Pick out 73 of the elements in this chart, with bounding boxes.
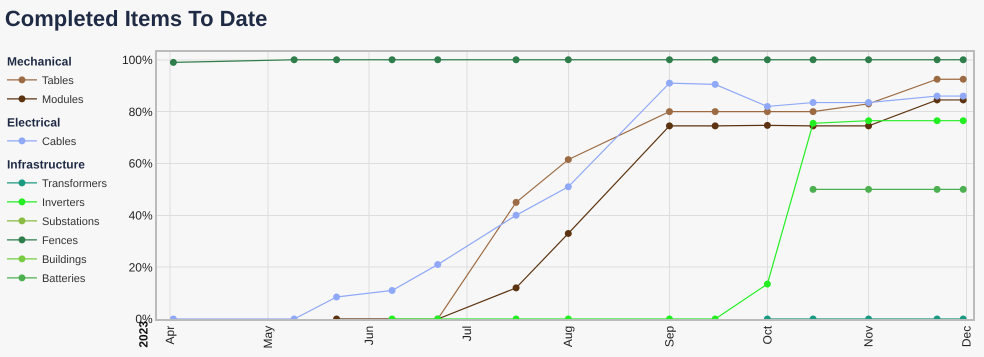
point	[960, 186, 967, 193]
point	[810, 186, 817, 193]
point	[960, 117, 967, 124]
point	[934, 92, 941, 100]
text: Infrastructure	[6, 158, 86, 172]
point	[960, 76, 967, 83]
y-tick-label: 40%	[128, 208, 153, 223]
point	[934, 76, 941, 83]
point	[564, 156, 572, 164]
point	[960, 56, 967, 64]
point	[810, 120, 817, 127]
point	[388, 56, 396, 64]
point	[960, 92, 967, 100]
point	[764, 102, 771, 110]
legend-label: Cables	[42, 136, 77, 148]
y-tick-label: 20%	[128, 260, 153, 274]
legend-label: Batteries	[42, 273, 86, 286]
point	[666, 108, 673, 116]
point	[434, 56, 442, 64]
point	[290, 56, 298, 64]
point	[333, 293, 340, 300]
point	[434, 261, 442, 268]
legend-label: Transformers	[42, 178, 108, 190]
x-tick-label: May	[260, 326, 275, 348]
legend-label: Fences	[42, 235, 79, 248]
point	[764, 56, 771, 64]
point	[810, 99, 817, 106]
x-tick-label: Aug	[561, 326, 576, 348]
point	[666, 56, 673, 64]
point	[810, 56, 817, 64]
legend-label: Substations	[42, 216, 100, 228]
point	[564, 56, 572, 64]
point	[712, 56, 719, 64]
point	[865, 117, 872, 124]
point	[934, 186, 941, 193]
point	[712, 122, 719, 130]
y-tick-label: 60%	[128, 156, 153, 171]
legend-label: Buildings	[42, 254, 88, 266]
point	[564, 183, 572, 190]
point	[333, 56, 340, 64]
y-tick-label: 80%	[128, 104, 153, 119]
point	[764, 122, 771, 129]
x-tick-label: Jul	[460, 326, 474, 342]
text: Electrical	[6, 116, 60, 130]
point	[512, 198, 520, 206]
point	[865, 186, 872, 193]
x-tick-label: Oct	[760, 325, 774, 344]
y-tick-label: 100%	[122, 52, 153, 67]
x-tick-label: Dec	[959, 326, 974, 348]
point	[512, 56, 520, 64]
point	[666, 122, 673, 130]
legend-label: Tables	[42, 75, 74, 88]
point	[934, 56, 941, 64]
point	[712, 80, 719, 88]
point	[666, 80, 673, 87]
point	[388, 286, 396, 294]
point	[810, 108, 817, 116]
point	[512, 284, 520, 292]
text: Mechanical	[6, 54, 72, 69]
point	[764, 280, 771, 288]
x-tick-label: Nov	[861, 326, 876, 348]
x-tick-label: Apr	[163, 326, 178, 344]
x-tick-label: Jun	[362, 326, 376, 346]
chart-title: Completed Items To Date	[4, 6, 268, 32]
point	[170, 58, 177, 66]
point	[512, 212, 520, 219]
x-tick-label: Sep	[662, 325, 676, 348]
point	[934, 117, 941, 124]
point	[564, 230, 572, 237]
legend-label: Inverters	[42, 197, 86, 210]
point	[712, 108, 719, 116]
legend-label: Modules	[42, 94, 84, 106]
point	[865, 56, 872, 64]
